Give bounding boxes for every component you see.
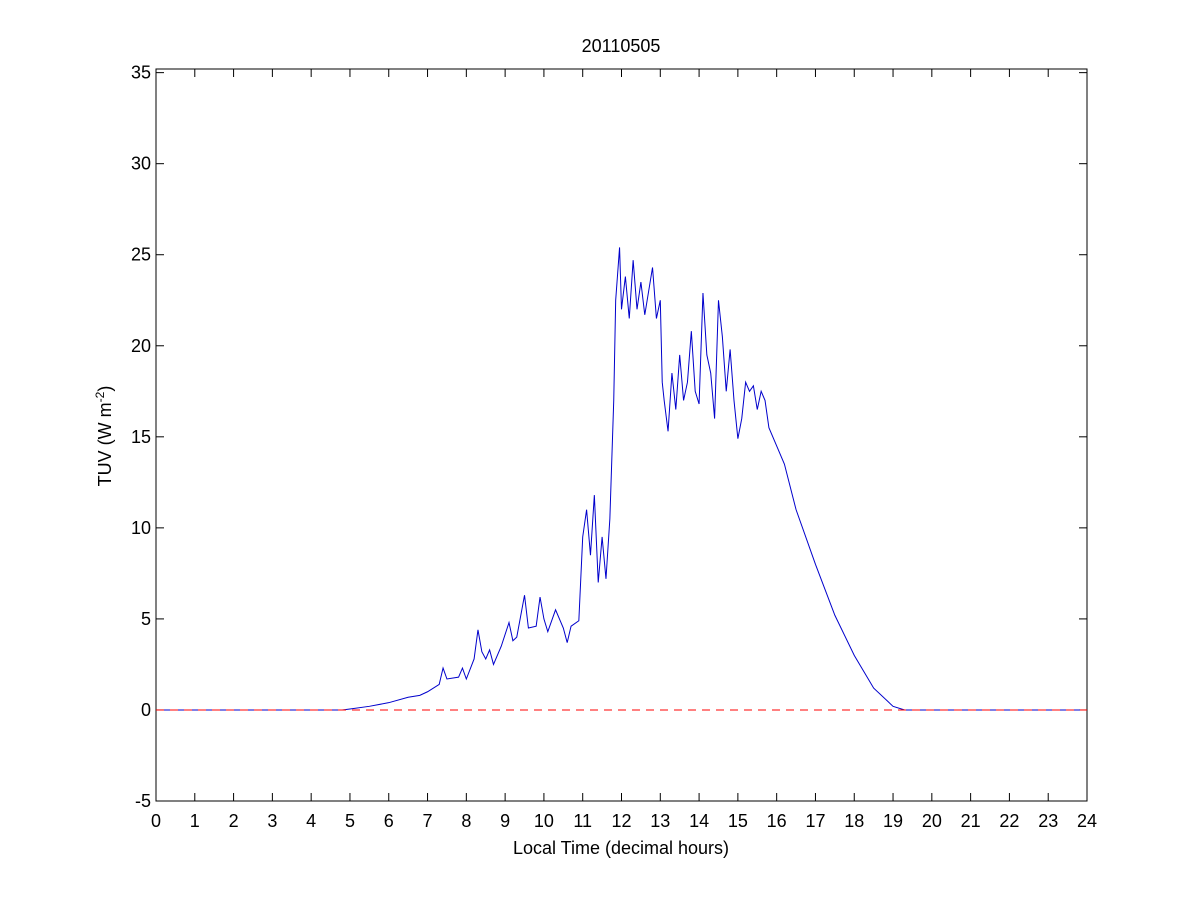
y-tick-label: 15 [131,427,151,447]
x-tick-label: 12 [611,811,631,831]
x-tick-label: 20 [922,811,942,831]
x-tick-label: 6 [384,811,394,831]
chart-title: 20110505 [582,36,661,56]
y-tick-label: 0 [141,700,151,720]
x-tick-label: 17 [805,811,825,831]
x-tick-label: 2 [229,811,239,831]
x-tick-label: 15 [728,811,748,831]
x-tick-label: 3 [267,811,277,831]
y-label-tail: ) [95,386,115,392]
y-tick-label: 25 [131,245,151,265]
y-label-main: TUV (W m [95,402,115,486]
data-line [156,247,1087,711]
x-tick-label: 16 [767,811,787,831]
x-axis-label: Local Time (decimal hours) [513,838,729,858]
y-tick-label: 35 [131,63,151,83]
x-tick-label: 1 [190,811,200,831]
x-tick-label: 5 [345,811,355,831]
x-tick-label: 22 [999,811,1019,831]
x-tick-label: 10 [534,811,554,831]
x-tick-label: 7 [423,811,433,831]
x-tick-label: 13 [650,811,670,831]
x-tick-label: 11 [573,811,592,831]
x-tick-label: 0 [151,811,161,831]
y-tick-label: 5 [141,609,151,629]
y-tick-label: 10 [131,518,151,538]
y-tick-label: 30 [131,154,151,174]
x-tick-label: 8 [461,811,471,831]
x-tick-label: 19 [883,811,903,831]
x-tick-label: 21 [961,811,981,831]
y-tick-label: -5 [135,791,151,811]
y-label-sup: -2 [93,391,107,402]
x-tick-label: 9 [500,811,510,831]
x-tick-label: 14 [689,811,709,831]
y-axis-label: TUV (W m-2) [93,386,115,487]
x-tick-label: 23 [1038,811,1058,831]
x-tick-label: 24 [1077,811,1097,831]
x-tick-label: 4 [306,811,316,831]
x-tick-label: 18 [844,811,864,831]
y-tick-label: 20 [131,336,151,356]
